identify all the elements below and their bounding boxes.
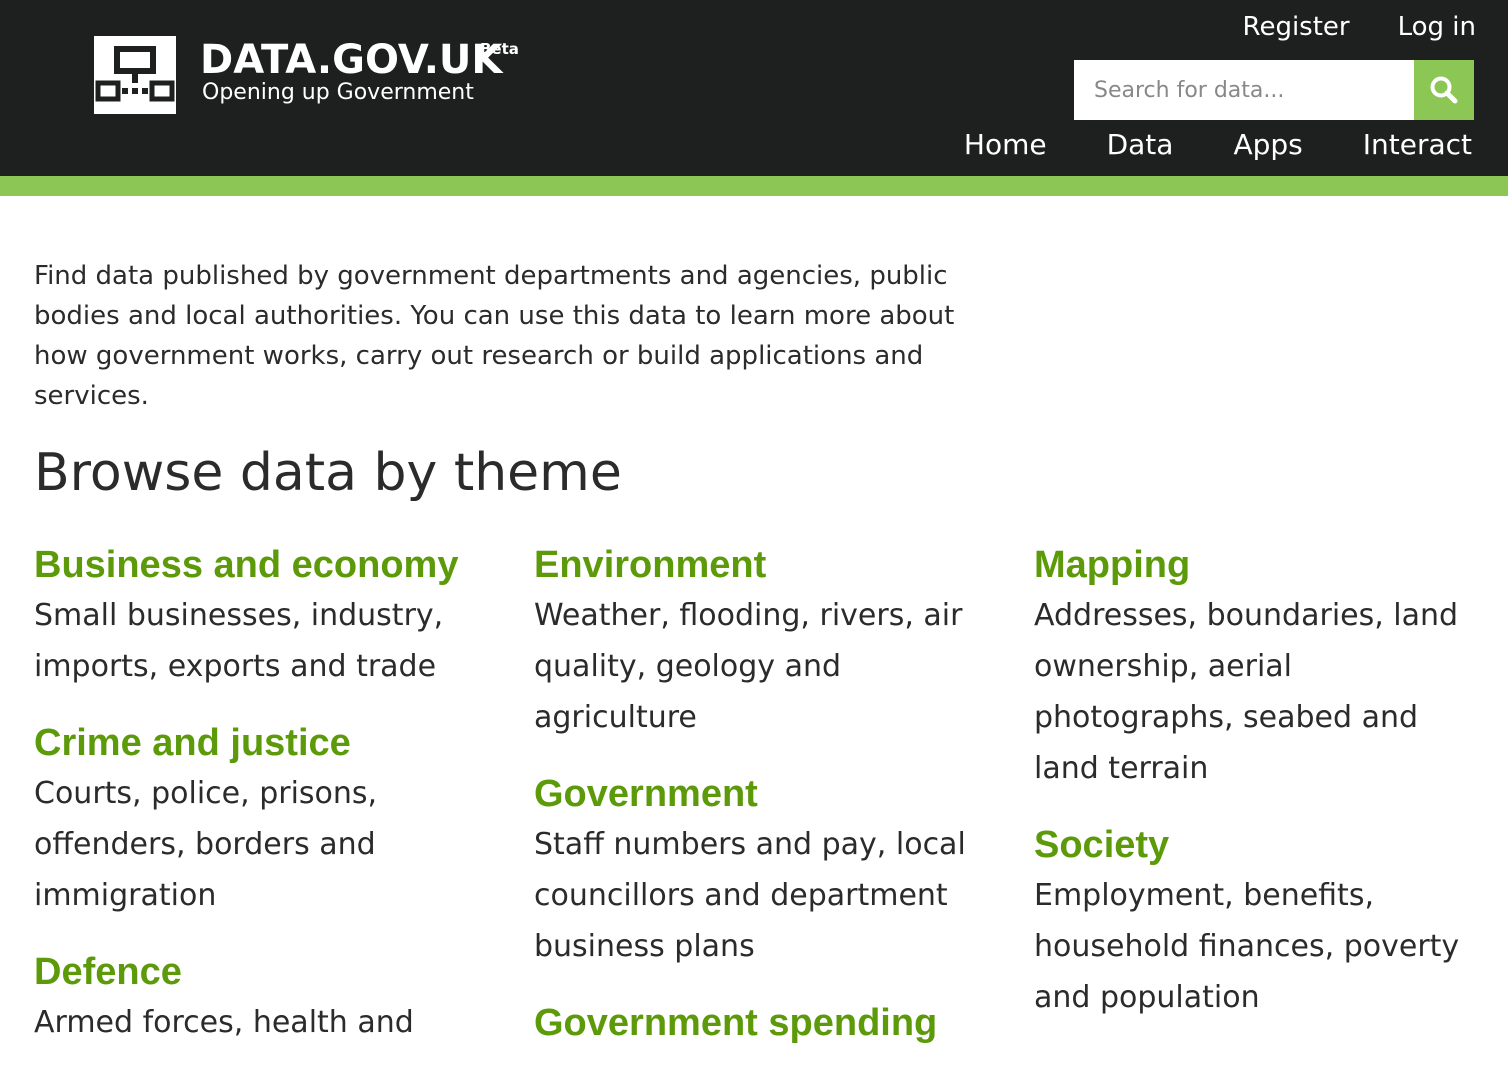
theme-desc-society: Employment, benefits, household finances…: [1034, 878, 1460, 1015]
theme-link-business[interactable]: Business and economy: [34, 544, 459, 586]
site-header: DATA.GOV.UK Beta Opening up Government R…: [0, 0, 1508, 176]
nav-home[interactable]: Home: [963, 128, 1047, 161]
theme-government: Government Staff numbers and pay, local …: [534, 769, 984, 972]
theme-desc-business: Small businesses, industry, imports, exp…: [34, 598, 444, 684]
login-link[interactable]: Log in: [1397, 12, 1476, 42]
account-links: Register Log in: [1243, 12, 1476, 42]
theme-desc-crime: Courts, police, prisons, offenders, bord…: [34, 776, 378, 913]
theme-desc-mapping: Addresses, boundaries, land ownership, a…: [1034, 598, 1459, 786]
theme-society: Society Employment, benefits, household …: [1034, 820, 1484, 1023]
theme-column-1: Business and economy Small businesses, i…: [34, 540, 484, 1070]
nav-apps[interactable]: Apps: [1233, 128, 1303, 161]
theme-desc-government: Staff numbers and pay, local councillors…: [534, 827, 966, 964]
theme-link-defence[interactable]: Defence: [34, 951, 182, 993]
theme-column-2: Environment Weather, flooding, rivers, a…: [534, 540, 984, 1070]
nav-data[interactable]: Data: [1106, 128, 1174, 161]
theme-business: Business and economy Small businesses, i…: [34, 540, 484, 692]
theme-environment: Environment Weather, flooding, rivers, a…: [534, 540, 984, 743]
theme-gov-spending: Government spending: [534, 998, 984, 1048]
theme-desc-defence: Armed forces, health and: [34, 1005, 414, 1040]
theme-link-society[interactable]: Society: [1034, 824, 1170, 866]
register-link[interactable]: Register: [1242, 12, 1350, 42]
theme-link-environment[interactable]: Environment: [534, 544, 767, 586]
beta-badge: Beta: [480, 40, 519, 58]
intro-text: Find data published by government depart…: [34, 261, 955, 411]
theme-desc-environment: Weather, flooding, rivers, air quality, …: [534, 598, 963, 735]
theme-defence: Defence Armed forces, health and: [34, 947, 484, 1048]
theme-crime: Crime and justice Courts, police, prison…: [34, 718, 484, 921]
site-name[interactable]: DATA.GOV.UK: [200, 37, 503, 83]
search-button[interactable]: [1414, 60, 1474, 120]
theme-link-crime[interactable]: Crime and justice: [34, 722, 351, 764]
nav-interact[interactable]: Interact: [1362, 128, 1472, 161]
search-icon: [1430, 76, 1458, 104]
main-nav: Home Data Apps Interact: [964, 128, 1472, 161]
theme-mapping: Mapping Addresses, boundaries, land owne…: [1034, 540, 1484, 794]
theme-link-mapping[interactable]: Mapping: [1034, 544, 1191, 586]
theme-link-gov-spending[interactable]: Government spending: [534, 1002, 938, 1044]
site-logo-icon[interactable]: [94, 36, 176, 114]
theme-column-3: Mapping Addresses, boundaries, land owne…: [1034, 540, 1484, 1049]
browse-title: Browse data by theme: [34, 443, 622, 503]
header-accent-bar: [0, 176, 1508, 196]
search-input[interactable]: [1074, 60, 1414, 120]
site-tagline: Opening up Government: [202, 80, 474, 105]
theme-link-government[interactable]: Government: [534, 773, 758, 815]
